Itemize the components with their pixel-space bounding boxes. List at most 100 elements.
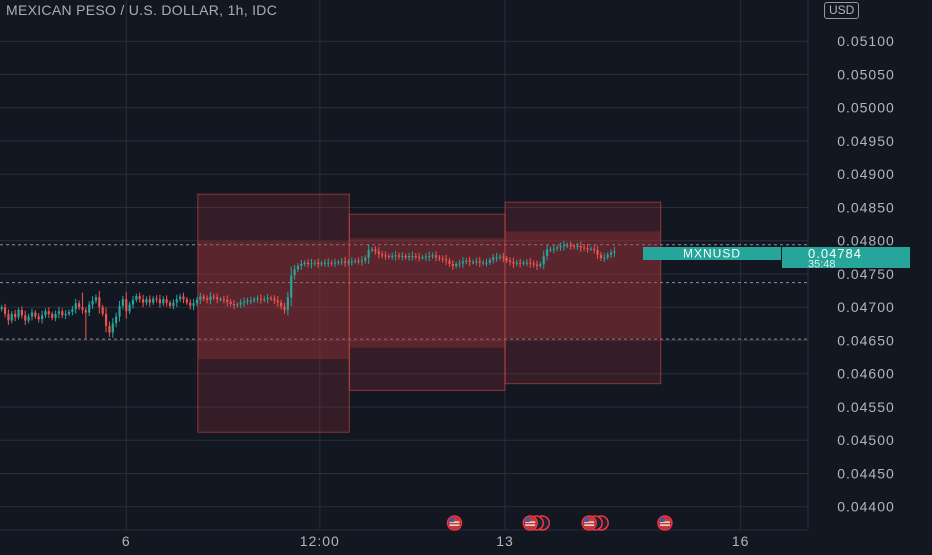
candle[interactable] (239, 302, 242, 305)
candle[interactable] (290, 275, 293, 298)
time-axis[interactable]: 6 12:00 13 16 (122, 533, 750, 549)
candle[interactable] (192, 303, 195, 306)
candle[interactable] (458, 263, 461, 265)
candle[interactable] (118, 305, 121, 317)
candle[interactable] (37, 316, 40, 320)
candle[interactable] (253, 299, 256, 301)
candle[interactable] (424, 256, 427, 258)
candle[interactable] (212, 296, 215, 298)
candle[interactable] (434, 255, 438, 258)
candle[interactable] (20, 309, 23, 316)
candle[interactable] (327, 262, 330, 264)
range-zones[interactable] (197, 193, 662, 433)
candle[interactable] (539, 264, 542, 266)
candle[interactable] (606, 254, 609, 258)
candle[interactable] (232, 303, 236, 306)
candle[interactable] (303, 262, 306, 265)
candle[interactable] (313, 262, 316, 264)
candle[interactable] (347, 262, 350, 264)
candle[interactable] (219, 299, 222, 301)
range-zone-outer[interactable] (197, 193, 350, 433)
candle[interactable] (492, 257, 495, 261)
candle[interactable] (529, 262, 532, 264)
candle[interactable] (168, 302, 172, 306)
candle[interactable] (545, 249, 549, 257)
candle[interactable] (488, 260, 491, 263)
candle[interactable] (360, 260, 364, 262)
candle[interactable] (586, 248, 589, 250)
candle[interactable] (337, 262, 340, 264)
candle[interactable] (145, 299, 148, 303)
candle[interactable] (418, 256, 421, 258)
candle[interactable] (603, 257, 606, 259)
candle[interactable] (519, 262, 522, 264)
candle[interactable] (333, 262, 337, 264)
event-markers[interactable] (446, 515, 673, 531)
candle[interactable] (438, 257, 441, 259)
candle[interactable] (256, 298, 259, 300)
candle[interactable] (525, 262, 528, 264)
candle[interactable] (236, 304, 239, 306)
candle[interactable] (165, 299, 168, 303)
candle[interactable] (330, 262, 333, 264)
candle[interactable] (579, 246, 582, 248)
candle[interactable] (61, 311, 64, 316)
candle[interactable] (465, 260, 468, 262)
candle[interactable] (115, 316, 118, 324)
candle[interactable] (40, 315, 44, 320)
candle[interactable] (131, 299, 135, 305)
candle[interactable] (283, 306, 286, 310)
candle[interactable] (14, 313, 17, 318)
candle[interactable] (276, 300, 279, 303)
candle[interactable] (148, 299, 151, 303)
candle[interactable] (81, 307, 84, 310)
economic-event-icon[interactable] (522, 515, 550, 531)
candle[interactable] (515, 262, 518, 264)
candle[interactable] (552, 248, 555, 250)
candle[interactable] (384, 255, 387, 257)
candle[interactable] (461, 261, 465, 264)
candle[interactable] (306, 262, 310, 265)
candle[interactable] (444, 259, 448, 261)
candle[interactable] (323, 262, 326, 264)
candle[interactable] (508, 260, 512, 263)
candle[interactable] (357, 260, 360, 262)
candle[interactable] (152, 298, 155, 303)
candle[interactable] (229, 301, 232, 304)
candle[interactable] (589, 248, 592, 250)
candle[interactable] (216, 297, 219, 300)
candle[interactable] (266, 297, 269, 300)
candle[interactable] (431, 255, 434, 257)
candle[interactable] (512, 262, 515, 264)
candle[interactable] (158, 299, 162, 304)
candle[interactable] (391, 256, 394, 258)
candle[interactable] (596, 250, 599, 255)
candle[interactable] (381, 254, 384, 256)
candle[interactable] (300, 264, 303, 266)
candle[interactable] (121, 299, 124, 306)
candle[interactable] (263, 299, 266, 301)
candle[interactable] (370, 249, 374, 251)
candle[interactable] (209, 296, 212, 300)
candle[interactable] (599, 254, 603, 259)
candle[interactable] (448, 260, 451, 265)
candle[interactable] (98, 297, 101, 308)
candle[interactable] (27, 316, 30, 321)
candle[interactable] (195, 299, 199, 304)
candle[interactable] (71, 309, 74, 312)
candle[interactable] (84, 309, 87, 313)
candle[interactable] (343, 261, 347, 263)
candle[interactable] (246, 300, 249, 302)
candle[interactable] (468, 260, 471, 263)
candle[interactable] (74, 303, 77, 310)
candle[interactable] (155, 298, 158, 300)
candle[interactable] (172, 302, 175, 306)
candle[interactable] (179, 296, 182, 300)
candle[interactable] (310, 263, 313, 265)
candle[interactable] (30, 312, 34, 317)
candle[interactable] (185, 299, 188, 303)
candle[interactable] (7, 313, 10, 321)
candle[interactable] (88, 304, 91, 313)
